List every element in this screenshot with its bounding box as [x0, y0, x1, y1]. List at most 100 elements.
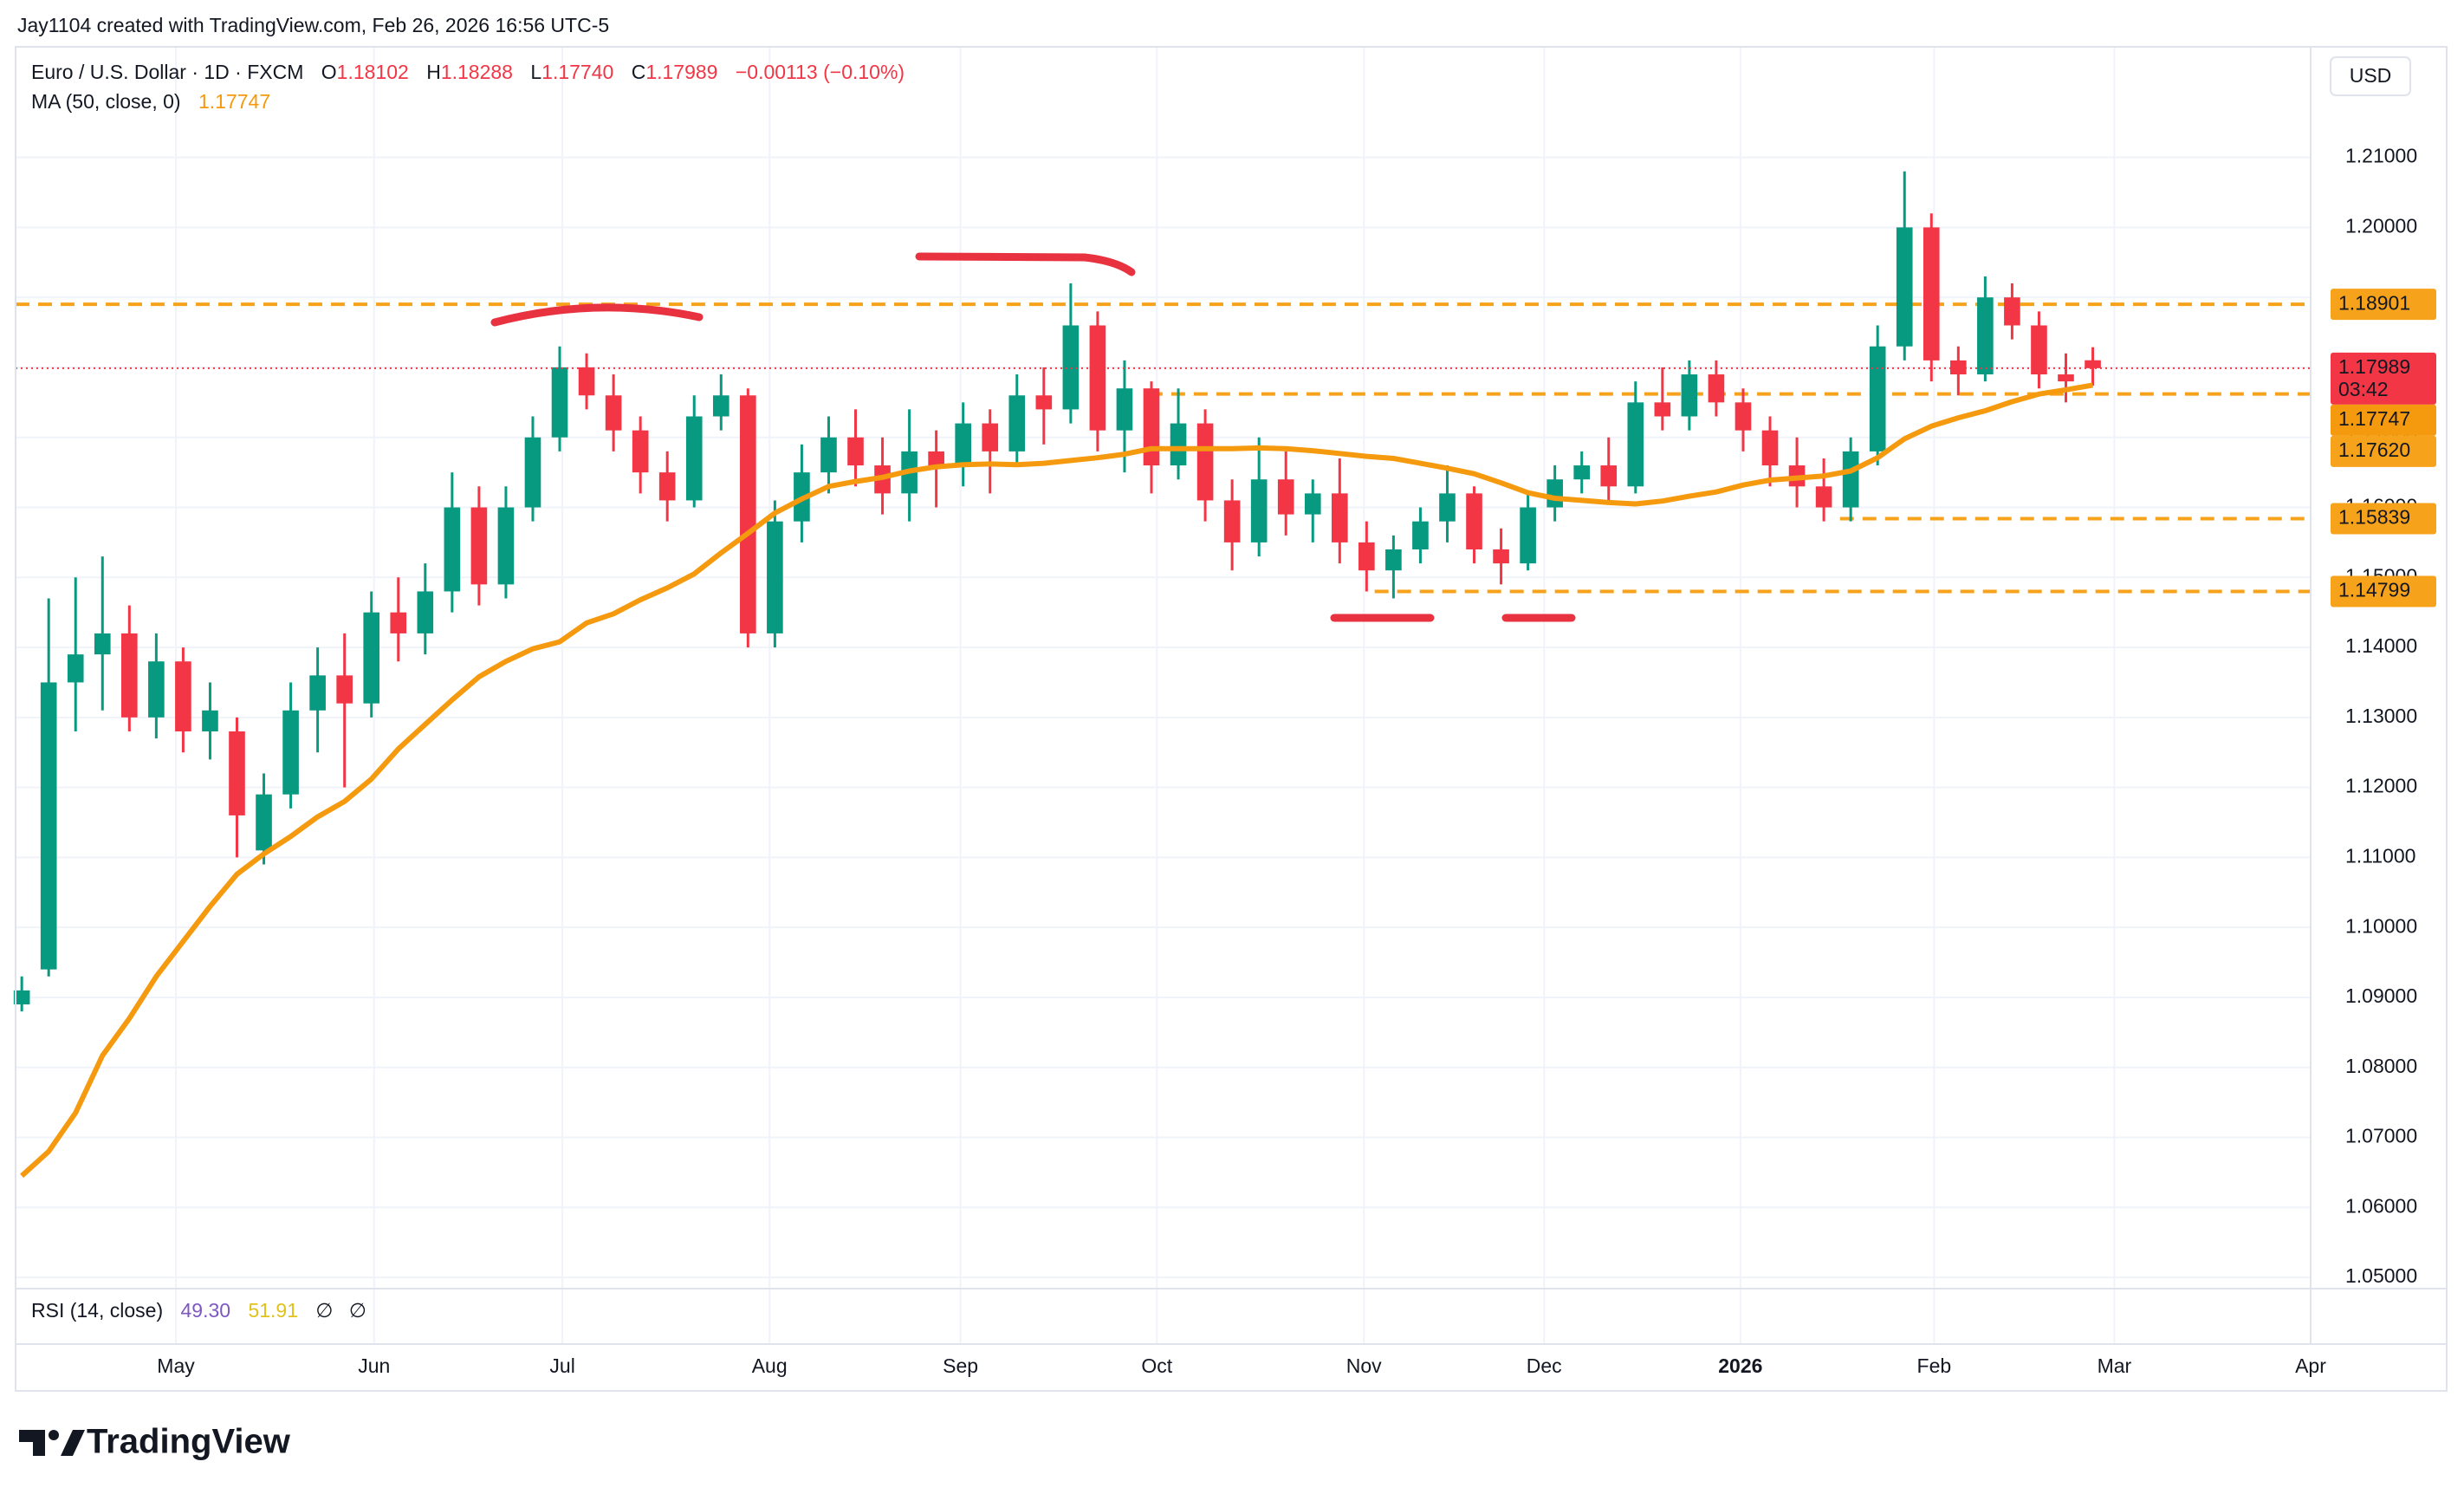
- candle-body: [67, 654, 84, 683]
- candle-body: [1842, 451, 1859, 508]
- candle-body: [40, 682, 57, 970]
- currency-button[interactable]: [2330, 56, 2411, 96]
- candle-body: [1735, 402, 1752, 431]
- candle-body: [685, 416, 703, 501]
- candle-body: [820, 437, 837, 473]
- candle-body: [1331, 493, 1348, 542]
- candle-body: [497, 507, 515, 585]
- candle-body: [982, 423, 999, 451]
- candle-body: [309, 675, 326, 711]
- price-label: 1.17747: [2338, 407, 2410, 430]
- y-tick-label: 1.08000: [2345, 1055, 2417, 1077]
- candle-body: [1439, 493, 1456, 522]
- price-label: 1.18901: [2338, 291, 2410, 314]
- candle-body: [1493, 549, 1509, 564]
- candle-body: [767, 521, 783, 633]
- candle-body: [1546, 479, 1563, 508]
- candle-body: [712, 395, 729, 417]
- candle-body: [1573, 465, 1591, 480]
- price-label: 1.14799: [2338, 579, 2410, 601]
- candle-body: [1089, 325, 1106, 431]
- price-label: 1.15839: [2338, 506, 2410, 529]
- candle-body: [336, 675, 353, 704]
- ohlc-value: 1.18288: [441, 61, 513, 83]
- y-tick-label: 1.05000: [2345, 1264, 2417, 1287]
- candle-body: [1923, 227, 1940, 361]
- candle-body: [202, 710, 218, 732]
- logo-mark: [19, 1430, 45, 1456]
- candle-body: [1977, 297, 1994, 375]
- y-tick-label: 1.11000: [2345, 844, 2415, 867]
- candle-body: [551, 367, 568, 438]
- plot: [13, 171, 2311, 1179]
- candle-body: [1681, 374, 1698, 417]
- x-tick-label: Mar: [2098, 1354, 2132, 1377]
- candle-body: [524, 437, 541, 508]
- candle-body: [417, 591, 434, 633]
- candle-body: [1116, 388, 1133, 431]
- logo-text: TradingView: [87, 1423, 291, 1461]
- price-label: 03:42: [2338, 378, 2389, 400]
- candle-body: [955, 423, 971, 466]
- candle-body: [1277, 479, 1294, 515]
- candle-body: [121, 633, 138, 718]
- candle-body: [1358, 542, 1375, 571]
- candle-body: [605, 395, 622, 431]
- annotation-stroke: [915, 252, 1136, 276]
- candle-body: [1062, 325, 1080, 410]
- candle-body: [1223, 500, 1241, 542]
- candle-body: [148, 661, 165, 718]
- candle-body: [13, 990, 30, 1005]
- logo-mark: [61, 1430, 85, 1456]
- ohlc-key: O: [321, 61, 337, 83]
- candle-body: [1196, 423, 1214, 501]
- logo: TradingView: [19, 1423, 291, 1461]
- candle-body: [2004, 297, 2020, 326]
- legend-rsi: RSI (14, close) 49.30 51.91 ∅ ∅: [31, 1299, 366, 1322]
- currency[interactable]: USD: [2350, 64, 2392, 87]
- y-tick-label: 1.10000: [2345, 914, 2417, 937]
- ohlc-key: C: [632, 61, 646, 83]
- x-tick-label: Sep: [943, 1354, 978, 1377]
- candle-body: [390, 612, 407, 633]
- x-tick-label: Apr: [2295, 1354, 2326, 1377]
- price-label-box: [2331, 435, 2436, 467]
- symbol: Euro / U.S. Dollar · 1D · FXCM: [31, 61, 303, 83]
- rsi-flag: ∅: [315, 1299, 333, 1322]
- candle-body: [1304, 493, 1321, 515]
- logo-mark: [49, 1430, 59, 1440]
- candle-body: [658, 472, 676, 501]
- price-label: 1.17620: [2338, 438, 2410, 461]
- y-tick-label: 1.09000: [2345, 984, 2417, 1007]
- ma-label: MA (50, close, 0): [31, 90, 181, 113]
- ohlc-value: 1.17989: [645, 61, 717, 83]
- legend-ma: MA (50, close, 0) 1.17747: [31, 90, 270, 113]
- rsi-flag: ∅: [349, 1299, 366, 1322]
- x-tick-label: Aug: [752, 1354, 788, 1377]
- price-label: 1.17989: [2338, 355, 2410, 378]
- candle-body: [1627, 402, 1644, 487]
- x-tick-label: Jun: [358, 1354, 390, 1377]
- x-tick-label: Feb: [1917, 1354, 1952, 1377]
- candle-body: [1170, 423, 1187, 466]
- candle-body: [1008, 395, 1026, 451]
- attribution: Jay1104 created with TradingView.com, Fe…: [17, 14, 609, 36]
- y-tick-label: 1.14000: [2345, 634, 2417, 657]
- ma-value: 1.17747: [198, 90, 270, 113]
- y-tick-label: 1.07000: [2345, 1125, 2417, 1147]
- candle-body: [1035, 395, 1053, 410]
- price-label-box: [2331, 503, 2436, 535]
- x-tick-label: Oct: [1141, 1354, 1172, 1377]
- y-tick-label: 1.12000: [2345, 775, 2417, 797]
- frame: [15, 46, 2448, 1392]
- candle-body: [470, 507, 488, 585]
- rsi-value: 49.30: [181, 1299, 231, 1322]
- rsi-label: RSI (14, close): [31, 1299, 163, 1322]
- legend-symbol: Euro / U.S. Dollar · 1D · FXCM O1.18102 …: [31, 61, 905, 83]
- candle-body: [1869, 346, 1886, 451]
- candle-body: [1815, 486, 1832, 508]
- ohlc-value: 1.17740: [541, 61, 613, 83]
- x-tick-label: 2026: [1718, 1354, 1762, 1377]
